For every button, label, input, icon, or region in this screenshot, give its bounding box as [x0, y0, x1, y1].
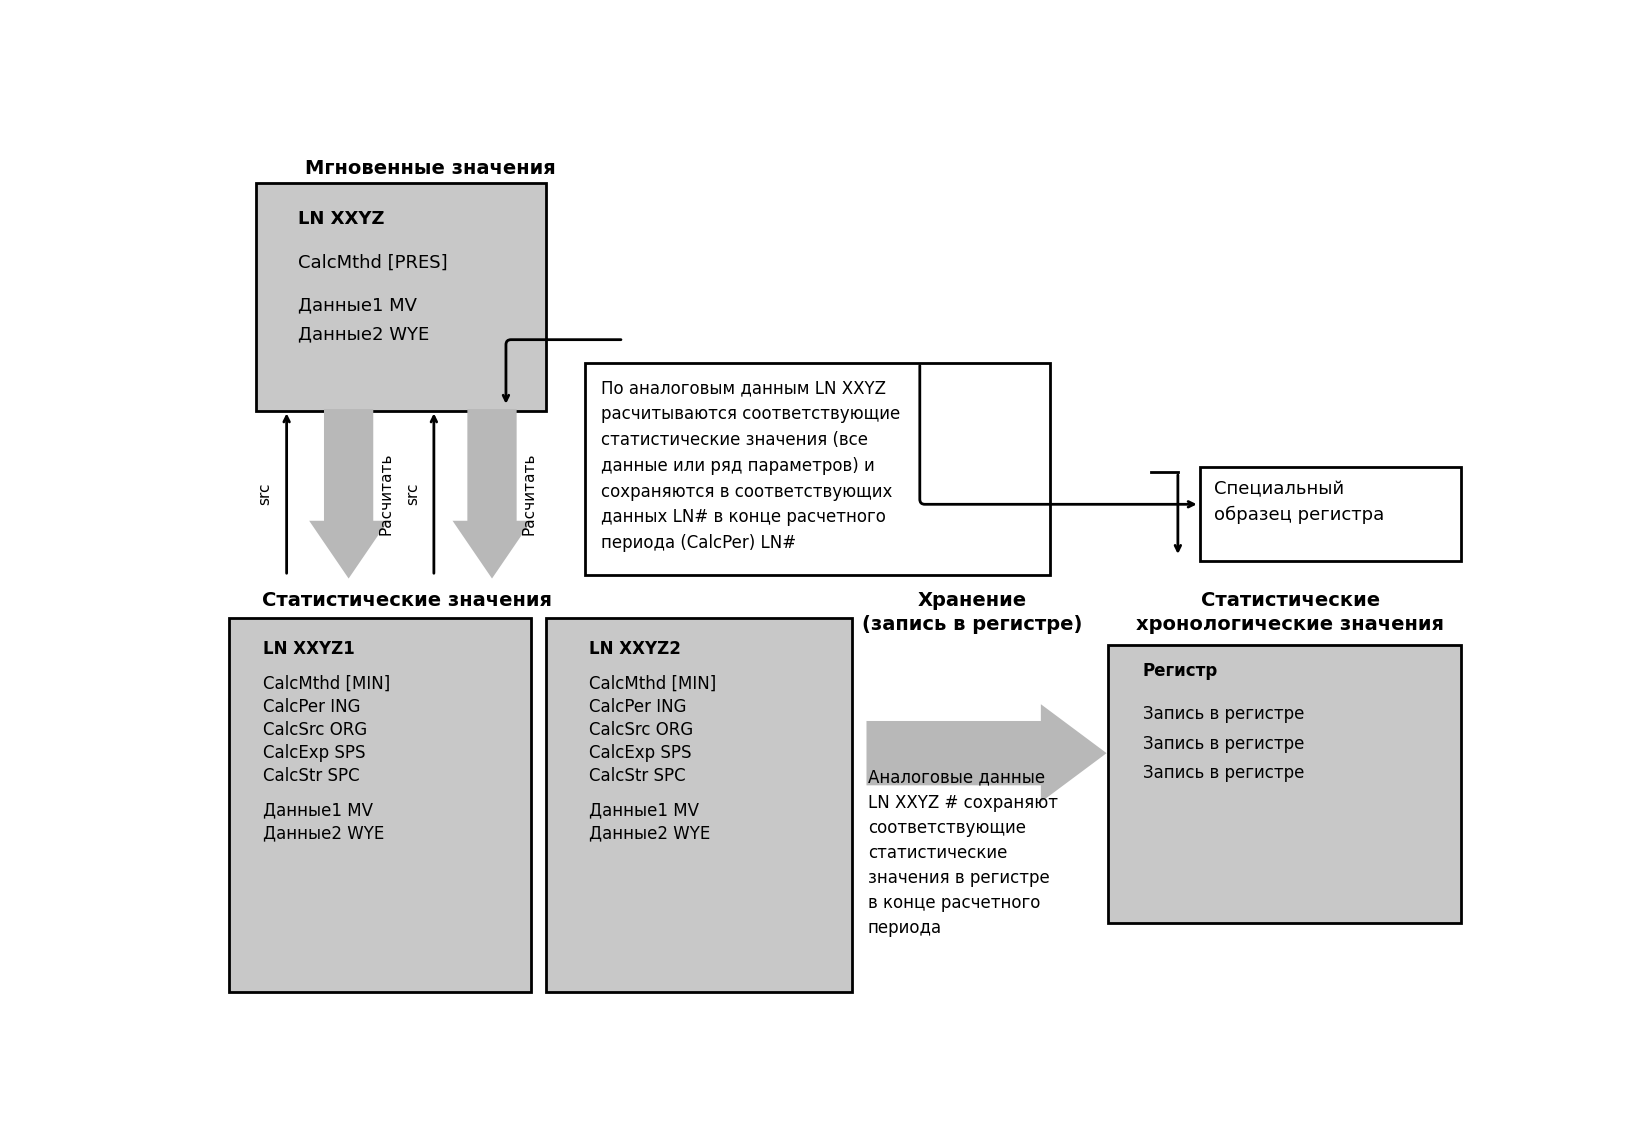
Text: Мгновенные значения: Мгновенные значения	[305, 159, 555, 177]
FancyBboxPatch shape	[1200, 466, 1461, 561]
Text: CalcSrc ORG: CalcSrc ORG	[263, 721, 368, 738]
Text: Данные1 MV: Данные1 MV	[589, 801, 699, 820]
Text: CalcExp SPS: CalcExp SPS	[263, 744, 366, 762]
Text: Данные1 MV: Данные1 MV	[263, 801, 373, 820]
Text: Данные2 WYE: Данные2 WYE	[589, 825, 709, 842]
Text: CalcSrc ORG: CalcSrc ORG	[589, 721, 693, 738]
Text: LN XXYZ2: LN XXYZ2	[589, 640, 681, 658]
Text: Хранение
(запись в регистре): Хранение (запись в регистре)	[862, 591, 1082, 634]
FancyBboxPatch shape	[547, 618, 852, 992]
Text: Специальный
образец регистра: Специальный образец регистра	[1213, 480, 1384, 523]
Text: Статистические
хронологические значения: Статистические хронологические значения	[1136, 591, 1445, 634]
FancyArrow shape	[312, 410, 386, 576]
Text: CalcStr SPC: CalcStr SPC	[589, 767, 685, 785]
Text: CalcExp SPS: CalcExp SPS	[589, 744, 691, 762]
Text: Расчитать: Расчитать	[378, 451, 392, 535]
FancyBboxPatch shape	[1108, 646, 1461, 922]
Text: Регистр: Регистр	[1143, 662, 1218, 680]
FancyArrow shape	[455, 410, 529, 576]
Text: CalcPer ING: CalcPer ING	[263, 697, 361, 716]
Text: Данные2 WYE: Данные2 WYE	[299, 326, 430, 344]
Text: Расчитать: Расчитать	[522, 451, 537, 535]
Text: Аналоговые данные
LN XXYZ # сохраняют
соответствующие
статистические
значения в : Аналоговые данные LN XXYZ # сохраняют со…	[869, 768, 1057, 936]
Text: Запись в регистре: Запись в регистре	[1143, 735, 1304, 753]
Text: CalcMthd [MIN]: CalcMthd [MIN]	[589, 674, 716, 693]
Text: LN XXYZ: LN XXYZ	[299, 210, 384, 229]
FancyBboxPatch shape	[585, 362, 1049, 575]
FancyBboxPatch shape	[256, 183, 547, 410]
Text: Запись в регистре: Запись в регистре	[1143, 705, 1304, 724]
Text: Запись в регистре: Запись в регистре	[1143, 764, 1304, 782]
Text: CalcPer ING: CalcPer ING	[589, 697, 686, 716]
FancyBboxPatch shape	[228, 618, 530, 992]
Text: LN XXYZ1: LN XXYZ1	[263, 640, 355, 658]
FancyArrow shape	[869, 708, 1105, 799]
Text: CalcMthd [PRES]: CalcMthd [PRES]	[299, 254, 448, 271]
Text: src: src	[406, 482, 420, 504]
Text: Данные1 MV: Данные1 MV	[299, 296, 417, 314]
Text: CalcMthd [MIN]: CalcMthd [MIN]	[263, 674, 391, 693]
Text: Данные2 WYE: Данные2 WYE	[263, 825, 384, 842]
Text: src: src	[258, 482, 273, 504]
Text: По аналоговым данным LN XXYZ
расчитываются соответствующие
статистические значен: По аналоговым данным LN XXYZ расчитывают…	[601, 379, 900, 552]
Text: Статистические значения: Статистические значения	[261, 591, 552, 610]
Text: CalcStr SPC: CalcStr SPC	[263, 767, 360, 785]
